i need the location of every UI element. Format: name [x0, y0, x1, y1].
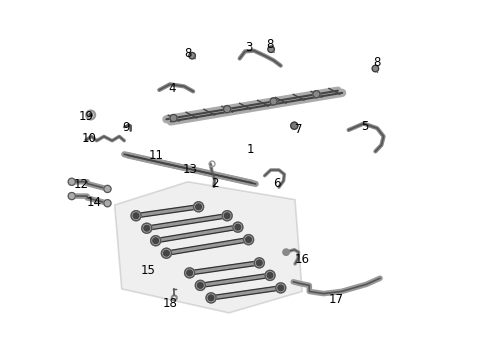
Text: 9: 9	[122, 121, 130, 134]
Text: 8: 8	[267, 38, 274, 51]
Circle shape	[256, 260, 262, 266]
Text: 15: 15	[141, 264, 156, 276]
Text: 18: 18	[163, 297, 177, 310]
Text: 13: 13	[182, 163, 197, 176]
Circle shape	[196, 280, 205, 291]
Circle shape	[194, 202, 203, 212]
Text: 11: 11	[149, 149, 164, 162]
Circle shape	[142, 223, 152, 233]
Circle shape	[161, 248, 172, 258]
Circle shape	[265, 270, 275, 280]
Circle shape	[197, 283, 203, 288]
Text: 6: 6	[273, 177, 281, 190]
Text: 14: 14	[87, 195, 102, 209]
Circle shape	[235, 224, 241, 230]
Text: 16: 16	[294, 253, 310, 266]
Circle shape	[223, 105, 231, 113]
Text: 1: 1	[246, 143, 254, 156]
Circle shape	[170, 114, 177, 122]
Text: 4: 4	[168, 82, 175, 95]
Circle shape	[270, 98, 277, 105]
Circle shape	[206, 293, 216, 303]
Circle shape	[68, 178, 75, 185]
Circle shape	[245, 237, 251, 243]
Circle shape	[189, 53, 196, 59]
Circle shape	[153, 238, 159, 244]
Circle shape	[185, 268, 195, 278]
Text: 3: 3	[245, 41, 252, 54]
Circle shape	[89, 113, 93, 117]
Text: 8: 8	[373, 55, 381, 69]
Circle shape	[208, 295, 214, 301]
Circle shape	[278, 285, 284, 291]
Circle shape	[144, 225, 149, 231]
Circle shape	[164, 250, 169, 256]
Circle shape	[372, 65, 379, 72]
Text: 19: 19	[78, 110, 94, 123]
Circle shape	[244, 235, 253, 245]
Circle shape	[224, 213, 230, 219]
Circle shape	[267, 273, 273, 278]
Polygon shape	[115, 182, 302, 313]
Text: 12: 12	[74, 178, 89, 191]
Text: 10: 10	[82, 132, 97, 145]
Circle shape	[151, 236, 161, 246]
Circle shape	[68, 193, 75, 200]
Circle shape	[222, 211, 232, 221]
Circle shape	[196, 204, 201, 210]
Circle shape	[254, 258, 264, 268]
Text: 5: 5	[361, 120, 368, 133]
Text: 8: 8	[184, 47, 192, 60]
Circle shape	[233, 222, 243, 232]
Circle shape	[291, 122, 298, 129]
Circle shape	[268, 46, 274, 53]
Text: 17: 17	[329, 293, 343, 306]
Text: 2: 2	[211, 177, 219, 190]
Circle shape	[313, 91, 320, 98]
Circle shape	[187, 270, 193, 276]
Circle shape	[131, 211, 141, 221]
Circle shape	[104, 185, 111, 193]
Circle shape	[133, 213, 139, 219]
Circle shape	[283, 249, 289, 255]
Circle shape	[104, 200, 111, 207]
Text: 7: 7	[295, 123, 302, 136]
Circle shape	[276, 283, 286, 293]
